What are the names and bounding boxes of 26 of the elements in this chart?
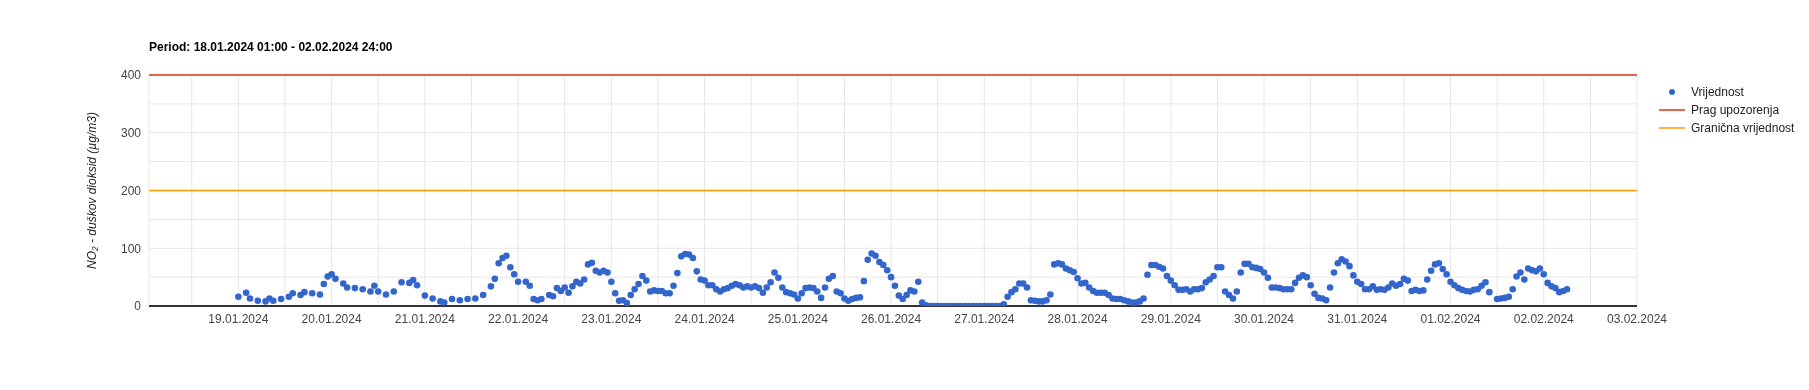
- x-tick-label: 21.01.2024: [394, 311, 456, 326]
- x-tick-label: 23.01.2024: [581, 311, 642, 326]
- legend-label: Vrijednost: [1691, 85, 1744, 99]
- x-tick-label: 29.01.2024: [1140, 311, 1202, 326]
- chart-title: Period: 18.01.2024 01:00 - 02.02.2024 24:00: [149, 40, 393, 54]
- legend-label: Prag upozorenja: [1691, 103, 1780, 117]
- y-tick-label: 300: [120, 126, 142, 141]
- x-tick-label: 20.01.2024: [301, 311, 362, 326]
- x-tick-label: 02.02.2024: [1513, 311, 1575, 326]
- x-tick-label: 24.01.2024: [674, 311, 735, 326]
- y-tick-label: 100: [120, 241, 142, 256]
- x-tick-label: 25.01.2024: [767, 311, 829, 326]
- x-tick-label: 30.01.2024: [1234, 311, 1295, 326]
- legend-label: Granična vrijednost: [1691, 121, 1795, 135]
- x-tick-label: 28.01.2024: [1047, 311, 1108, 326]
- x-tick-label: 19.01.2024: [208, 311, 269, 326]
- y-tick-label: 400: [120, 68, 142, 83]
- x-tick-label: 26.01.2024: [861, 311, 922, 326]
- x-tick-label: 03.02.2024: [1606, 311, 1668, 326]
- x-tick-label: 27.01.2024: [954, 311, 1015, 326]
- y-tick-label: 200: [120, 183, 142, 198]
- x-tick-label: 31.01.2024: [1327, 311, 1388, 326]
- y-axis-title: NO₂ - duškov dioksid (µg/m3): [85, 112, 99, 269]
- x-tick-label: 01.02.2024: [1420, 311, 1481, 326]
- y-tick-label: 0: [134, 299, 142, 314]
- x-tick-label: 22.01.2024: [488, 311, 549, 326]
